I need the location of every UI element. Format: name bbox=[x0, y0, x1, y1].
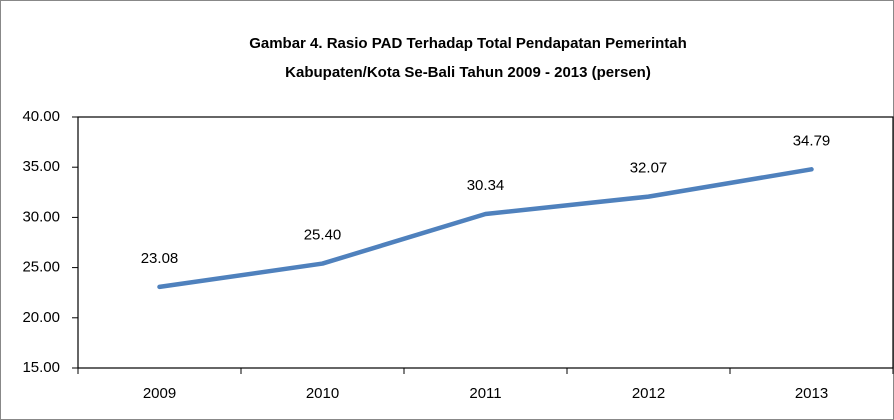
data-label: 32.07 bbox=[630, 160, 668, 177]
x-tick-label: 2012 bbox=[632, 385, 665, 402]
y-tick-label: 35.00 bbox=[22, 158, 60, 175]
data-label: 30.34 bbox=[467, 177, 505, 194]
x-tick-label: 2013 bbox=[795, 385, 828, 402]
chart-title: Gambar 4. Rasio PAD Terhadap Total Penda… bbox=[249, 35, 687, 52]
plot-area bbox=[77, 116, 894, 369]
x-tick-label: 2011 bbox=[469, 385, 501, 402]
x-tick-label: 2009 bbox=[143, 385, 176, 402]
chart-title: Kabupaten/Kota Se-Bali Tahun 2009 - 2013… bbox=[285, 64, 651, 81]
x-tick-label: 2010 bbox=[306, 385, 339, 402]
data-label: 23.08 bbox=[141, 250, 179, 267]
y-tick-label: 30.00 bbox=[22, 208, 60, 225]
y-tick-label: 25.00 bbox=[22, 259, 60, 276]
data-label: 25.40 bbox=[304, 227, 342, 244]
line bbox=[157, 167, 814, 290]
data-label: 34.79 bbox=[793, 132, 831, 149]
y-tick-label: 15.00 bbox=[22, 359, 60, 376]
y-tick-label: 40.00 bbox=[22, 108, 60, 125]
y-tick-label: 20.00 bbox=[22, 309, 60, 326]
